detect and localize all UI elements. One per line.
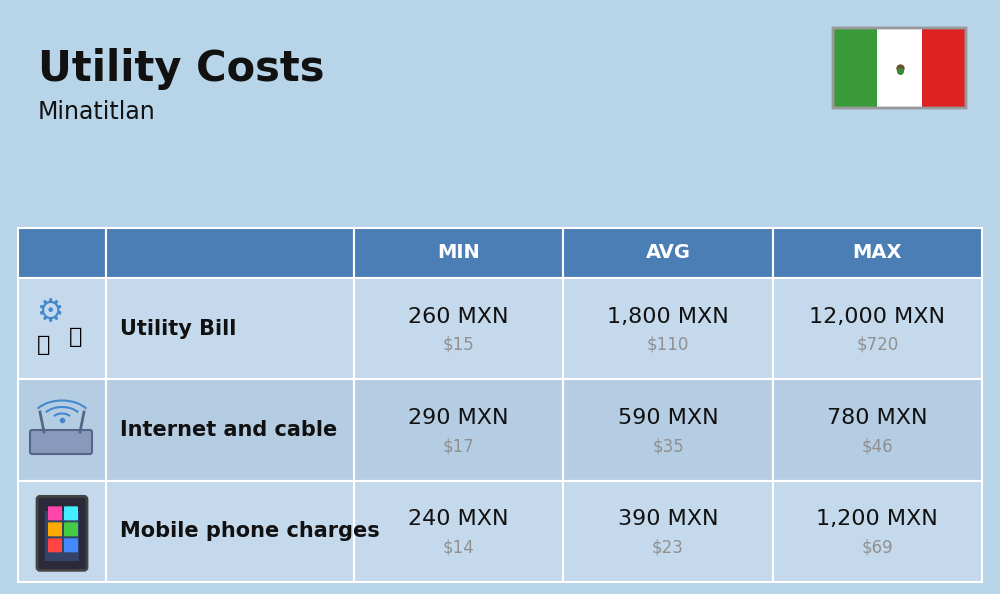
Text: $35: $35: [652, 437, 684, 455]
Text: $110: $110: [647, 336, 689, 353]
FancyBboxPatch shape: [563, 481, 773, 582]
FancyBboxPatch shape: [563, 228, 773, 278]
FancyBboxPatch shape: [64, 522, 78, 536]
FancyBboxPatch shape: [18, 278, 106, 380]
FancyBboxPatch shape: [48, 538, 62, 552]
FancyBboxPatch shape: [773, 380, 982, 481]
Text: Utility Bill: Utility Bill: [120, 318, 236, 339]
FancyBboxPatch shape: [48, 506, 62, 520]
FancyBboxPatch shape: [922, 28, 966, 108]
Text: 1,200 MXN: 1,200 MXN: [816, 509, 938, 529]
FancyBboxPatch shape: [877, 28, 922, 108]
Text: MIN: MIN: [437, 244, 480, 263]
FancyBboxPatch shape: [37, 497, 87, 570]
FancyBboxPatch shape: [106, 228, 354, 278]
Text: 🔌: 🔌: [37, 334, 51, 355]
Text: 780 MXN: 780 MXN: [827, 408, 928, 428]
FancyBboxPatch shape: [106, 278, 354, 380]
FancyBboxPatch shape: [833, 28, 877, 108]
FancyBboxPatch shape: [773, 278, 982, 380]
FancyBboxPatch shape: [563, 278, 773, 380]
Text: AVG: AVG: [646, 244, 690, 263]
FancyBboxPatch shape: [354, 228, 563, 278]
FancyBboxPatch shape: [354, 380, 563, 481]
Text: $17: $17: [443, 437, 475, 455]
FancyBboxPatch shape: [30, 430, 92, 454]
Text: 590 MXN: 590 MXN: [618, 408, 718, 428]
FancyBboxPatch shape: [48, 522, 62, 536]
Text: $23: $23: [652, 538, 684, 557]
Text: $14: $14: [443, 538, 475, 557]
FancyBboxPatch shape: [18, 380, 106, 481]
Text: Minatitlan: Minatitlan: [38, 100, 156, 124]
Text: Internet and cable: Internet and cable: [120, 420, 337, 440]
FancyBboxPatch shape: [773, 481, 982, 582]
FancyBboxPatch shape: [106, 481, 354, 582]
FancyBboxPatch shape: [563, 380, 773, 481]
Text: MAX: MAX: [853, 244, 902, 263]
FancyBboxPatch shape: [18, 228, 106, 278]
FancyBboxPatch shape: [106, 380, 354, 481]
FancyBboxPatch shape: [45, 511, 79, 561]
FancyBboxPatch shape: [18, 481, 106, 582]
Text: ⚙: ⚙: [36, 298, 64, 327]
Text: 260 MXN: 260 MXN: [408, 307, 509, 327]
Text: $46: $46: [862, 437, 893, 455]
Text: 240 MXN: 240 MXN: [408, 509, 509, 529]
FancyBboxPatch shape: [64, 538, 78, 552]
Text: Mobile phone charges: Mobile phone charges: [120, 522, 380, 541]
Text: $720: $720: [856, 336, 898, 353]
Text: 12,000 MXN: 12,000 MXN: [809, 307, 945, 327]
FancyBboxPatch shape: [354, 481, 563, 582]
Text: 290 MXN: 290 MXN: [408, 408, 509, 428]
FancyBboxPatch shape: [773, 228, 982, 278]
Text: 390 MXN: 390 MXN: [618, 509, 718, 529]
Text: 1,800 MXN: 1,800 MXN: [607, 307, 729, 327]
Text: Utility Costs: Utility Costs: [38, 48, 324, 90]
Text: $69: $69: [862, 538, 893, 557]
FancyBboxPatch shape: [64, 506, 78, 520]
Text: $15: $15: [443, 336, 475, 353]
FancyBboxPatch shape: [833, 28, 966, 108]
Text: 📱: 📱: [69, 327, 83, 347]
FancyBboxPatch shape: [354, 278, 563, 380]
